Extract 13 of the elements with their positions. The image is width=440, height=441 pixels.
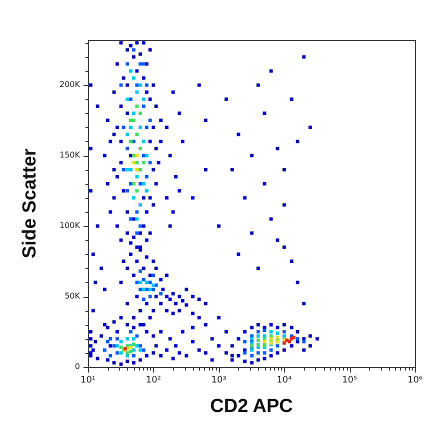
x-tick-label: 10³ <box>211 376 227 386</box>
x-axis-title: CD2 APC <box>210 396 294 417</box>
y-tick-label: 200K <box>59 80 81 90</box>
y-tick-label: 0 <box>74 362 80 372</box>
y-tick-label: 150K <box>59 150 81 160</box>
x-tick-label: 10¹ <box>80 376 96 386</box>
x-tick-label: 10⁵ <box>342 376 358 386</box>
y-tick-label: 50K <box>64 292 81 301</box>
x-tick-label: 10⁴ <box>276 376 292 386</box>
y-axis-title: Side Scatter <box>20 148 41 258</box>
y-tick-label: 100K <box>59 221 81 230</box>
x-tick-label: 10⁶ <box>407 376 423 386</box>
x-tick-label: 10² <box>146 376 162 386</box>
